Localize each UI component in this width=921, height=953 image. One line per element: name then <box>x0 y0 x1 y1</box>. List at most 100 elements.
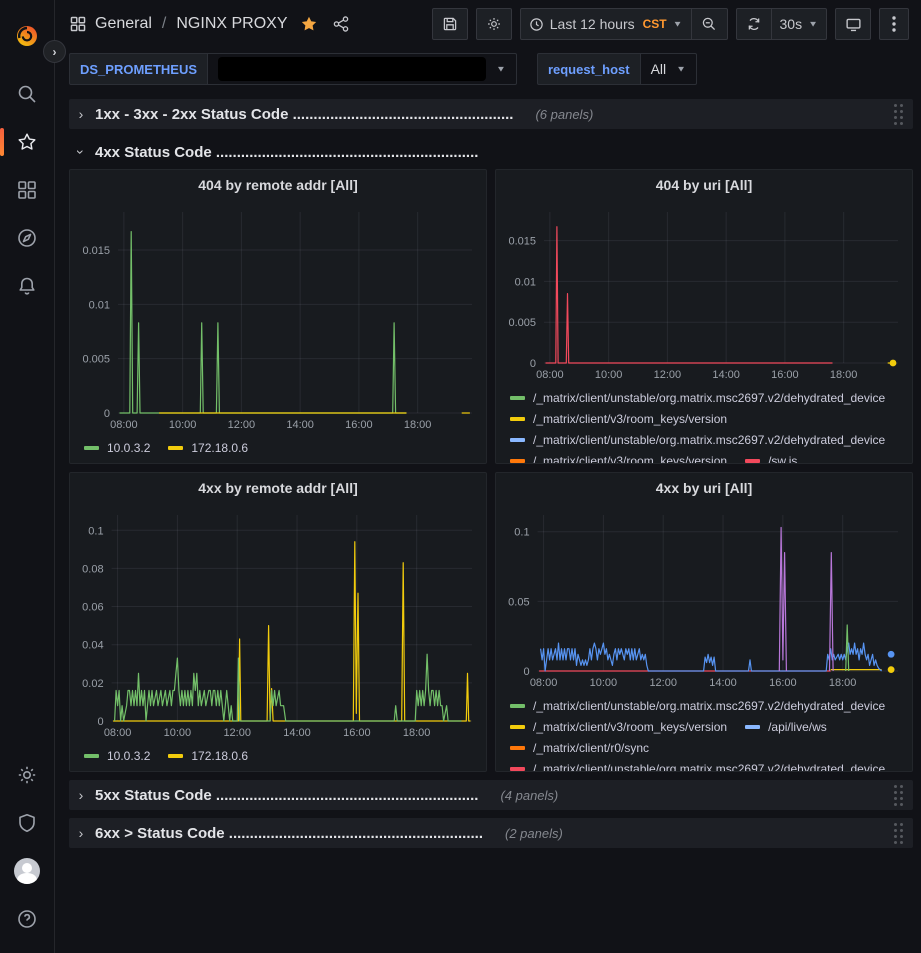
sidebar-item-dashboards[interactable] <box>7 170 47 210</box>
legend-item[interactable]: /api/live/ws <box>745 716 827 737</box>
legend-item[interactable]: /_matrix/client/unstable/org.matrix.msc2… <box>510 429 885 450</box>
share-button[interactable] <box>332 15 350 33</box>
gear-icon <box>18 766 36 784</box>
svg-text:14:00: 14:00 <box>712 369 740 381</box>
svg-text:12:00: 12:00 <box>654 369 682 381</box>
row-drag-handle[interactable] <box>892 821 905 846</box>
panel-title[interactable]: 4xx by remote addr [All] <box>198 480 358 496</box>
row-panel-count: (4 panels) <box>500 787 559 803</box>
panel-title[interactable]: 404 by uri [All] <box>655 177 753 193</box>
svg-text:18:00: 18:00 <box>829 677 857 689</box>
svg-text:0: 0 <box>523 666 529 678</box>
svg-text:0.01: 0.01 <box>515 276 536 288</box>
legend-item[interactable]: /sw.js <box>745 450 797 463</box>
legend-label: /_matrix/client/unstable/org.matrix.msc2… <box>533 698 886 713</box>
compass-icon <box>18 229 36 247</box>
search-icon <box>18 85 36 103</box>
legend-item[interactable]: /_matrix/client/unstable/org.matrix.msc2… <box>510 758 885 771</box>
row-1xx-3xx-2xx[interactable]: › 1xx - 3xx - 2xx Status Code ..........… <box>69 99 913 129</box>
legend-label: /api/live/ws <box>768 719 827 734</box>
refresh-button[interactable] <box>735 8 772 40</box>
legend-label: /_matrix/client/unstable/org.matrix.msc2… <box>533 761 886 772</box>
svg-text:10:00: 10:00 <box>169 419 197 431</box>
chart-plot: 08:00 10:00 12:00 14:00 16:00 18:00 0 0.005 0.01… <box>496 200 912 385</box>
dashboard-content: › 1xx - 3xx - 2xx Status Code ..........… <box>55 93 921 953</box>
sidebar-item-configuration[interactable] <box>7 755 47 795</box>
sidebar-item-explore[interactable] <box>7 218 47 258</box>
grafana-logo[interactable] <box>7 16 47 56</box>
legend-item[interactable]: 172.18.0.6 <box>168 745 248 766</box>
sidebar-item-starred[interactable] <box>0 122 47 162</box>
variable-value-dropdown[interactable]: ▼ <box>208 53 517 85</box>
legend-swatch <box>510 724 525 729</box>
panel-4xx-by-remote-addr: 4xx by remote addr [All] 08:00 10:00 12:00… <box>69 472 487 772</box>
legend-swatch <box>510 416 525 421</box>
sidebar-item-profile[interactable] <box>7 851 47 891</box>
row-title: 6xx > Status Code ......................… <box>95 824 484 842</box>
row-6xx[interactable]: › 6xx > Status Code ....................… <box>69 818 913 848</box>
panel-title[interactable]: 4xx by uri [All] <box>655 480 753 496</box>
dashboard-settings-button[interactable] <box>475 8 512 40</box>
svg-text:0.05: 0.05 <box>508 596 529 608</box>
page-title[interactable]: NGINX PROXY <box>176 15 288 32</box>
favorite-star-button[interactable] <box>300 15 318 33</box>
refresh-interval-picker[interactable]: 30s ▼ <box>771 8 827 40</box>
variable-value-dropdown[interactable]: All ▼ <box>640 53 698 85</box>
legend-label: 172.18.0.6 <box>191 748 249 763</box>
svg-text:0.04: 0.04 <box>82 640 103 652</box>
row-5xx[interactable]: › 5xx Status Code ......................… <box>69 780 913 810</box>
breadcrumb-separator: / <box>161 15 167 32</box>
svg-text:0.1: 0.1 <box>88 525 103 537</box>
sidebar-expand-button[interactable]: › <box>43 40 66 63</box>
svg-text:08:00: 08:00 <box>104 727 132 739</box>
legend-swatch <box>745 724 761 729</box>
svg-text:14:00: 14:00 <box>709 677 737 689</box>
legend-item[interactable]: 10.0.3.2 <box>84 745 150 766</box>
zoom-out-time-button[interactable] <box>691 8 728 40</box>
kebab-menu-button[interactable] <box>879 8 909 40</box>
bell-icon <box>19 277 35 295</box>
breadcrumb-section[interactable]: General <box>95 15 152 32</box>
zoom-out-icon <box>702 17 716 31</box>
legend-item[interactable]: 10.0.3.2 <box>84 437 150 458</box>
tv-mode-button[interactable] <box>835 8 871 40</box>
chevron-down-icon: › <box>73 149 89 155</box>
svg-text:10:00: 10:00 <box>590 677 618 689</box>
legend-item[interactable]: /_matrix/client/unstable/org.matrix.msc2… <box>510 695 885 716</box>
legend-item[interactable]: /_matrix/client/v3/room_keys/version <box>510 450 727 463</box>
sidebar-item-search[interactable] <box>7 74 47 114</box>
time-zone-label: CST <box>642 17 667 31</box>
legend-swatch <box>84 445 99 450</box>
svg-text:16:00: 16:00 <box>343 727 371 739</box>
row-panel-count: (6 panels) <box>535 106 594 122</box>
legend-swatch <box>168 445 184 450</box>
svg-text:14:00: 14:00 <box>286 419 314 431</box>
dashboards-menu-button[interactable] <box>69 15 87 33</box>
sidebar-item-server-admin[interactable] <box>7 803 47 843</box>
legend-swatch <box>168 753 184 758</box>
shield-icon <box>19 814 35 832</box>
row-drag-handle[interactable] <box>892 783 905 808</box>
grid-icon <box>70 16 86 32</box>
legend-label: /_matrix/client/unstable/org.matrix.msc2… <box>533 432 886 447</box>
save-dashboard-button[interactable] <box>431 8 468 40</box>
time-range-label: Last 12 hours <box>549 16 635 32</box>
svg-text:14:00: 14:00 <box>283 727 311 739</box>
chevron-right-icon: › <box>78 106 84 122</box>
row-4xx[interactable]: › 4xx Status Code ......................… <box>69 137 913 167</box>
row-drag-handle[interactable] <box>892 102 905 127</box>
chart-plot: 08:00 10:00 12:00 14:00 16:00 18:00 0 0.005 0.01… <box>70 200 486 435</box>
monitor-icon <box>845 18 861 31</box>
star-filled-icon <box>301 16 316 31</box>
time-range-picker[interactable]: Last 12 hours CST ▼ <box>519 8 692 40</box>
sidebar-item-alerting[interactable] <box>7 266 47 306</box>
legend-item[interactable]: /_matrix/client/v3/room_keys/version <box>510 408 727 429</box>
legend-item[interactable]: /_matrix/client/unstable/org.matrix.msc2… <box>510 387 885 408</box>
svg-text:18:00: 18:00 <box>403 727 431 739</box>
svg-text:18:00: 18:00 <box>404 419 432 431</box>
panel-title[interactable]: 404 by remote addr [All] <box>198 177 358 193</box>
sidebar-item-help[interactable] <box>7 899 47 939</box>
legend-item[interactable]: /_matrix/client/r0/sync <box>510 737 649 758</box>
legend-item[interactable]: /_matrix/client/v3/room_keys/version <box>510 716 727 737</box>
legend-item[interactable]: 172.18.0.6 <box>168 437 248 458</box>
